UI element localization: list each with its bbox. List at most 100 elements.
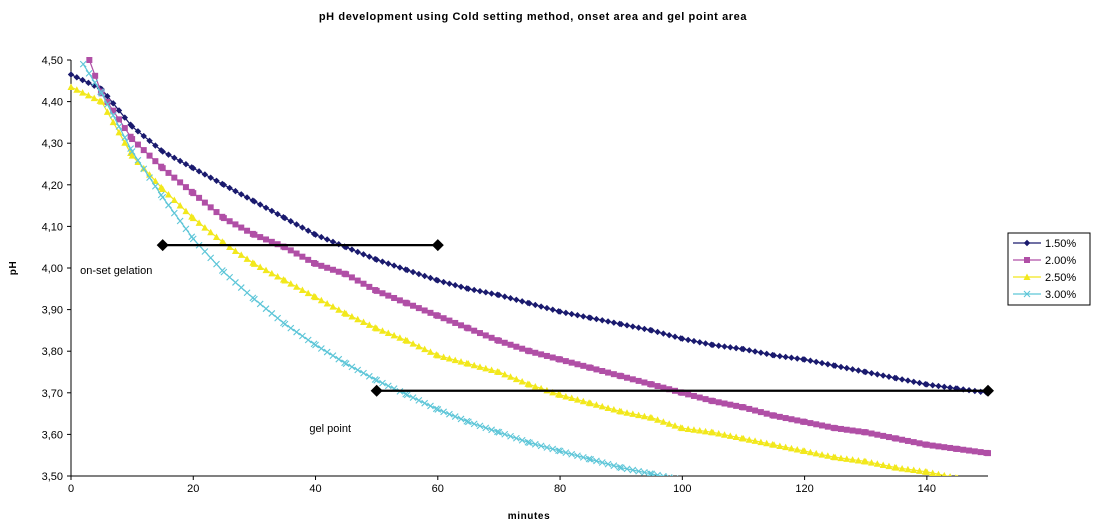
data-point xyxy=(732,344,740,352)
data-point xyxy=(618,373,625,380)
data-point xyxy=(85,79,92,87)
data-point xyxy=(318,233,325,241)
x-tick-label: 20 xyxy=(187,483,199,495)
data-point xyxy=(616,463,624,471)
reference-endpoint xyxy=(431,239,444,252)
data-point xyxy=(409,340,417,347)
data-point xyxy=(457,415,465,423)
data-point xyxy=(196,194,203,201)
data-point xyxy=(519,345,526,352)
annotations: on-set gelation gel point xyxy=(80,265,351,435)
data-point xyxy=(262,305,270,313)
reference-line xyxy=(156,239,444,252)
data-point xyxy=(396,297,403,304)
x-tick-label: 100 xyxy=(673,483,691,495)
x-tick-label: 80 xyxy=(554,483,566,495)
data-point xyxy=(170,209,178,217)
data-point xyxy=(366,253,373,260)
data-point xyxy=(971,448,978,455)
data-point xyxy=(935,443,942,450)
data-point xyxy=(685,391,692,398)
data-point xyxy=(151,182,159,190)
data-point xyxy=(305,256,312,263)
data-point xyxy=(482,424,490,432)
data-point xyxy=(159,193,167,201)
data-point xyxy=(329,266,336,273)
data-point xyxy=(293,250,300,257)
data-point xyxy=(464,360,472,367)
data-point xyxy=(568,310,575,318)
data-point xyxy=(923,468,931,475)
data-point xyxy=(518,436,526,444)
data-point xyxy=(898,464,906,472)
data-point xyxy=(946,384,954,391)
data-point xyxy=(237,251,245,258)
data-point xyxy=(257,234,264,241)
data-point xyxy=(354,277,361,284)
data-point xyxy=(801,418,808,425)
data-point xyxy=(262,204,270,211)
data-point xyxy=(440,278,447,286)
data-point xyxy=(690,392,697,399)
data-point xyxy=(213,177,220,185)
data-point xyxy=(966,447,973,454)
data-point xyxy=(354,366,362,374)
data-point xyxy=(103,108,111,115)
data-point xyxy=(465,325,472,332)
data-point xyxy=(451,413,459,420)
data-point xyxy=(213,209,220,216)
data-point xyxy=(942,471,947,476)
data-point xyxy=(434,351,442,359)
data-point xyxy=(335,268,342,275)
data-point xyxy=(304,289,312,297)
data-point xyxy=(929,469,937,476)
data-point xyxy=(831,453,839,461)
data-point xyxy=(507,295,514,302)
data-point xyxy=(635,467,643,475)
legend-marker xyxy=(1023,290,1031,298)
data-point xyxy=(665,474,673,476)
data-point xyxy=(740,404,747,411)
data-point xyxy=(312,341,319,349)
data-point xyxy=(98,98,106,105)
data-point xyxy=(598,402,606,410)
data-point xyxy=(274,210,281,218)
data-point xyxy=(165,151,172,158)
series-line xyxy=(70,86,951,476)
data-point xyxy=(587,455,595,463)
data-point xyxy=(635,411,643,419)
data-point xyxy=(189,235,197,243)
data-point xyxy=(873,460,881,467)
plot-area: 0 20 40 60 80 100 120 140 3,50 3,60 3,70 3,80 3,90 4,… xyxy=(42,55,994,495)
data-point xyxy=(73,74,81,81)
data-point xyxy=(855,428,862,435)
data-point xyxy=(854,456,862,464)
data-point xyxy=(956,474,959,476)
data-point xyxy=(452,319,459,326)
data-point xyxy=(121,134,129,141)
data-point xyxy=(434,277,441,284)
data-point xyxy=(849,366,856,373)
data-point xyxy=(507,373,515,380)
data-point xyxy=(721,343,728,350)
data-point xyxy=(488,290,495,297)
y-tick-label: 3,50 xyxy=(42,471,63,483)
data-point xyxy=(549,306,556,313)
y-tick-label: 3,60 xyxy=(42,429,63,441)
data-point xyxy=(212,233,220,241)
data-point xyxy=(665,331,673,339)
data-point xyxy=(287,218,294,225)
data-point xyxy=(415,342,423,350)
data-point xyxy=(726,432,734,439)
data-point xyxy=(501,430,509,438)
data-point xyxy=(90,94,98,102)
data-point xyxy=(201,224,209,231)
legend-item: 2.50% xyxy=(1013,272,1076,284)
data-point xyxy=(440,315,447,322)
data-point xyxy=(488,366,496,374)
data-point xyxy=(549,354,556,361)
annotation-label: on-set gelation xyxy=(80,265,152,277)
data-point xyxy=(385,292,392,299)
data-point xyxy=(446,280,453,287)
data-point xyxy=(323,236,331,243)
